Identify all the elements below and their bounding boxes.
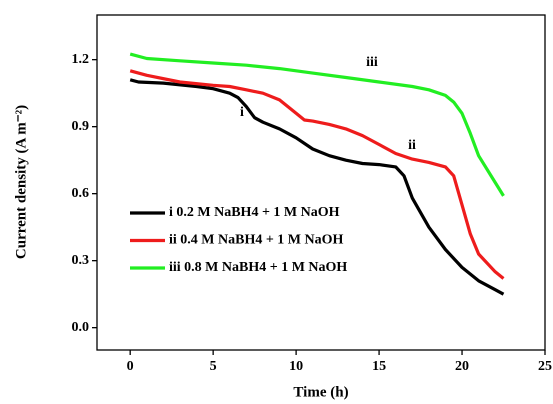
y-tick-label: 1.2 xyxy=(72,52,90,67)
y-tick-label: 0.9 xyxy=(72,119,90,134)
annotation: iii xyxy=(366,55,378,70)
x-tick-label: 10 xyxy=(289,359,303,374)
x-tick-label: 20 xyxy=(455,359,469,374)
x-tick-label: 5 xyxy=(210,359,217,374)
y-tick-label: 0.3 xyxy=(72,253,90,268)
legend-label: ii 0.4 M NaBH4 + 1 M NaOH xyxy=(169,233,344,248)
series-line xyxy=(129,52,505,197)
y-axis-label: Current density (A m⁻²) xyxy=(13,105,29,259)
y-tick-label: 0.0 xyxy=(72,320,90,335)
legend-label: i 0.2 M NaBH4 + 1 M NaOH xyxy=(169,205,340,220)
annotation: i xyxy=(240,105,244,120)
series-line xyxy=(129,78,505,296)
legend-label: iii 0.8 M NaBH4 + 1 M NaOH xyxy=(169,260,347,275)
x-tick-label: 0 xyxy=(127,359,134,374)
x-axis-label: Time (h) xyxy=(293,384,348,400)
y-tick-label: 0.6 xyxy=(72,186,90,201)
plot-frame xyxy=(96,14,546,351)
annotation: ii xyxy=(408,138,416,153)
x-tick-label: 25 xyxy=(538,359,552,374)
x-tick-label: 15 xyxy=(372,359,386,374)
series-line xyxy=(129,69,505,280)
